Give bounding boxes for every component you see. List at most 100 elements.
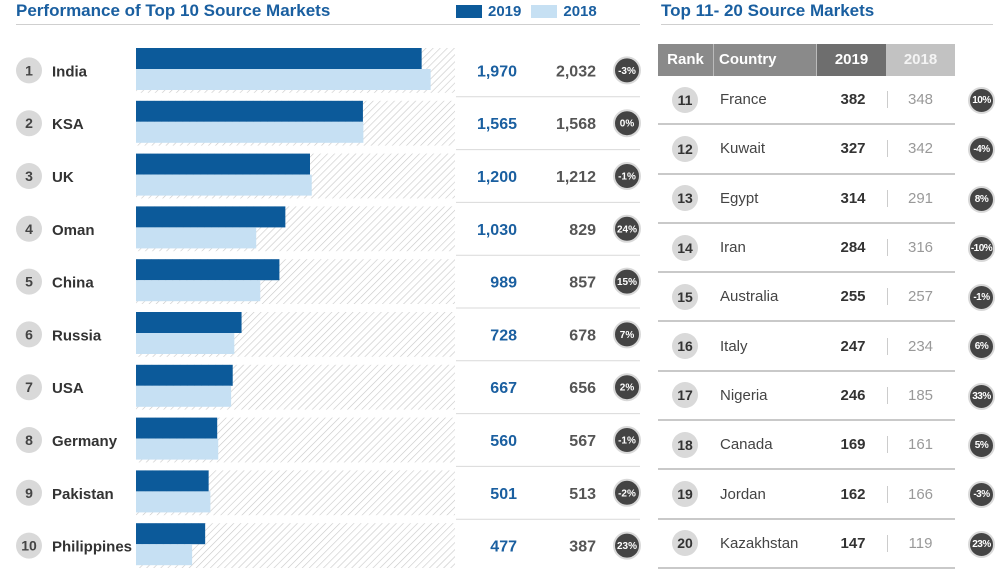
top11-20-table: Rank Country 2019 2018 11 France 382 348 10%…: [658, 44, 995, 569]
bar-2019: [136, 523, 206, 545]
rank-badge: 15: [672, 283, 698, 310]
country-label: India: [52, 63, 88, 80]
value-2018: 678: [569, 327, 596, 344]
value-2018-cell: 166: [907, 485, 934, 503]
country-cell: France: [720, 91, 767, 109]
change-label: 7%: [620, 330, 635, 341]
value-2019-cell: 327: [819, 140, 888, 158]
change-badge: [613, 56, 641, 85]
value-2019: 501: [490, 486, 517, 503]
bar-2019: [136, 417, 218, 439]
bar-2018: [136, 385, 232, 407]
change-badge: 6%: [968, 333, 995, 361]
table-row: 16 Italy 247 234 6%: [658, 322, 995, 372]
table-row: 11 France 382 348 10%: [658, 76, 995, 126]
change-badge: [613, 109, 641, 138]
country-label: USA: [52, 380, 84, 397]
legend-label-2018: 2018: [563, 3, 597, 20]
table-header: Rank Country 2019 2018: [658, 44, 955, 76]
change-badge: -3%: [968, 481, 995, 509]
header-rank: Rank: [658, 44, 714, 76]
value-2018-cell: 161: [907, 436, 934, 454]
value-2019-cell: 247: [819, 337, 888, 355]
rank-label: 1: [25, 62, 33, 78]
country-label: Germany: [52, 433, 118, 450]
value-2018: 513: [569, 486, 596, 503]
table-row: 15 Australia 255 257 -1%: [658, 273, 995, 323]
rank-badge: 18: [672, 431, 698, 458]
rank-circle: [16, 57, 42, 84]
rank-badge: 14: [672, 234, 698, 261]
bar-2018: [136, 491, 211, 513]
rank-label: 10: [21, 538, 37, 554]
change-badge: 8%: [968, 185, 995, 213]
value-2018: 1,568: [556, 116, 596, 133]
legend-item-2018: 2018: [531, 3, 597, 20]
value-2019-cell: 169: [819, 436, 888, 454]
value-2018: 567: [569, 433, 596, 450]
bar-2018: [136, 174, 312, 196]
country-cell: Egypt: [720, 189, 759, 207]
country-label: Oman: [52, 222, 95, 239]
change-badge: [613, 478, 641, 507]
value-2019-cell: 314: [819, 189, 888, 207]
rank-label: 3: [25, 168, 33, 184]
rank-badge: 16: [672, 333, 698, 360]
rank-label: 2: [25, 115, 33, 131]
legend-item-2019: 2019: [456, 3, 521, 20]
change-badge: [613, 214, 641, 243]
value-2018-cell: 316: [907, 239, 934, 257]
rank-label: 5: [25, 274, 33, 290]
rank-label: 7: [25, 379, 33, 395]
table-row: 13 Egypt 314 291 8%: [658, 175, 995, 224]
country-cell: Jordan: [720, 485, 766, 503]
change-badge: 5%: [968, 432, 995, 460]
table-row: 17 Nigeria 246 185 33%: [658, 372, 995, 422]
value-2018-cell: 119: [908, 534, 933, 552]
rank-label: 6: [25, 326, 33, 342]
value-2019: 477: [490, 539, 517, 556]
value-2019: 560: [490, 433, 517, 450]
header-2018: 2018: [886, 44, 955, 76]
rank-label: 4: [25, 221, 33, 237]
change-badge: [613, 162, 641, 190]
country-cell: Kazakhstan: [720, 534, 799, 552]
country-label: Philippines: [52, 539, 132, 556]
value-2019: 989: [490, 275, 517, 292]
change-badge: [613, 426, 641, 454]
bar-2019: [136, 153, 310, 175]
value-2019: 1,970: [477, 63, 517, 80]
table-row: 20 Kazakhstan 147 119 23%: [658, 520, 995, 569]
bar-2018: [136, 438, 219, 460]
rank-circle: [16, 215, 42, 242]
bar-2019: [136, 206, 286, 228]
bar-2019: [136, 259, 280, 281]
rank-label: 8: [25, 432, 33, 448]
legend-swatch-2019: [456, 5, 482, 18]
bar-2018: [136, 69, 431, 90]
value-2018: 2,032: [556, 63, 596, 80]
left-chart-title: Performance of Top 10 Source Markets: [16, 1, 331, 20]
change-label: 2%: [620, 383, 635, 394]
rank-badge: 19: [672, 481, 698, 508]
change-label: 24%: [617, 224, 637, 235]
change-label: -1%: [618, 436, 636, 447]
rank-badge: 12: [672, 135, 698, 162]
country-cell: Italy: [720, 337, 748, 355]
value-2018: 387: [569, 539, 596, 556]
bar-2019: [136, 48, 422, 69]
country-label: Pakistan: [52, 486, 114, 503]
change-label: -3%: [618, 66, 636, 77]
change-badge: [613, 531, 641, 560]
rank-circle: [16, 374, 42, 401]
value-2018-cell: 291: [907, 189, 934, 207]
value-2018: 857: [569, 275, 596, 292]
bar-2018: [136, 333, 235, 354]
value-2019-cell: 162: [819, 485, 888, 503]
rank-circle: [16, 479, 42, 506]
chart-legend: 2019 2018: [456, 3, 607, 20]
bar-2018: [136, 121, 364, 143]
change-label: 23%: [617, 541, 637, 552]
rank-circle: [16, 427, 42, 453]
change-label: 15%: [617, 277, 637, 288]
